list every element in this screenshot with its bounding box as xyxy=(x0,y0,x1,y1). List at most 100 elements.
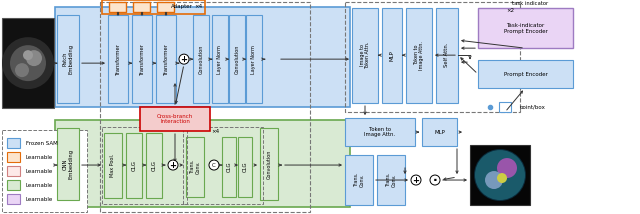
Circle shape xyxy=(485,171,503,189)
Text: Layer Norm: Layer Norm xyxy=(252,45,257,74)
Text: task indicator: task indicator xyxy=(513,1,548,6)
Bar xyxy=(377,155,405,205)
Text: Cross-branch
Interaction: Cross-branch Interaction xyxy=(157,114,193,125)
Circle shape xyxy=(475,150,525,200)
Text: Adapter: Adapter xyxy=(171,4,193,9)
Text: MLP: MLP xyxy=(434,129,445,135)
Bar xyxy=(499,102,511,112)
Text: ·: · xyxy=(433,174,437,187)
Circle shape xyxy=(168,160,178,170)
Text: Self Attn.: Self Attn. xyxy=(445,43,449,67)
Text: Task-indicator
Prompt Encoder: Task-indicator Prompt Encoder xyxy=(504,23,547,34)
Bar xyxy=(146,133,162,198)
Bar xyxy=(7,180,20,190)
Text: Frozen SAM: Frozen SAM xyxy=(26,141,58,146)
Text: Transformer: Transformer xyxy=(115,43,120,75)
Bar xyxy=(157,2,174,12)
Text: point/box: point/box xyxy=(520,105,546,110)
Bar xyxy=(436,8,458,103)
Circle shape xyxy=(474,149,526,201)
Bar xyxy=(133,2,150,12)
Text: Image to
Token Attn.: Image to Token Attn. xyxy=(360,42,371,69)
Bar xyxy=(183,127,263,204)
Bar xyxy=(193,15,209,103)
Text: Learnable: Learnable xyxy=(26,155,53,160)
Text: +: + xyxy=(170,160,177,169)
Circle shape xyxy=(497,173,507,183)
Bar xyxy=(108,15,128,103)
Bar xyxy=(238,137,252,197)
Text: ×2: ×2 xyxy=(506,8,514,13)
Circle shape xyxy=(209,160,219,170)
Text: Token to
Image Attn.: Token to Image Attn. xyxy=(365,127,396,137)
Text: Prompt Encoder: Prompt Encoder xyxy=(504,72,547,77)
Bar xyxy=(55,7,350,107)
Bar xyxy=(382,8,402,103)
Circle shape xyxy=(497,158,517,178)
Bar xyxy=(7,138,20,148)
Text: Learnable: Learnable xyxy=(26,183,53,187)
Bar xyxy=(7,152,20,162)
Text: Convolution: Convolution xyxy=(266,149,271,179)
Text: Trans.
Conv.: Trans. Conv. xyxy=(385,173,396,187)
Bar xyxy=(345,118,415,146)
Text: MLP: MLP xyxy=(390,50,394,61)
Bar xyxy=(140,107,210,131)
Bar xyxy=(55,120,350,207)
Bar xyxy=(406,8,432,103)
Circle shape xyxy=(26,50,42,66)
Text: C: C xyxy=(212,163,216,168)
Bar xyxy=(212,15,228,103)
Bar xyxy=(422,118,457,146)
Text: CLG: CLG xyxy=(152,160,157,171)
Text: Trans.
Conv.: Trans. Conv. xyxy=(354,173,364,187)
Text: CLG: CLG xyxy=(131,160,136,171)
Text: CNN
Embedding: CNN Embedding xyxy=(63,149,74,179)
Bar xyxy=(246,15,262,103)
Text: Patch
Embedding: Patch Embedding xyxy=(63,44,74,74)
Text: ×4: ×4 xyxy=(194,4,202,9)
Bar xyxy=(57,128,79,200)
Bar xyxy=(7,166,20,176)
Bar xyxy=(102,0,205,14)
Bar xyxy=(132,15,152,103)
Bar xyxy=(126,133,142,198)
Bar xyxy=(260,128,278,200)
Circle shape xyxy=(10,45,46,81)
Bar xyxy=(2,18,54,108)
Text: Learnable: Learnable xyxy=(26,169,53,174)
Text: Max Pool.: Max Pool. xyxy=(111,154,115,177)
Bar xyxy=(229,15,245,103)
Bar xyxy=(478,8,573,48)
Circle shape xyxy=(411,175,421,185)
Circle shape xyxy=(179,54,189,64)
Text: Convolution: Convolution xyxy=(198,45,204,74)
Circle shape xyxy=(430,175,440,185)
Text: CLG: CLG xyxy=(243,162,248,172)
Text: +: + xyxy=(180,55,188,64)
Bar xyxy=(222,137,236,197)
Bar xyxy=(345,155,373,205)
Bar xyxy=(104,133,122,198)
Bar xyxy=(100,2,310,212)
Bar xyxy=(7,194,20,204)
Bar xyxy=(57,15,79,103)
Text: +: + xyxy=(413,175,419,184)
Text: Layer Norm: Layer Norm xyxy=(218,45,223,74)
Bar xyxy=(478,60,573,88)
Text: Learnable: Learnable xyxy=(26,196,53,202)
Text: Transformer: Transformer xyxy=(140,43,145,75)
Circle shape xyxy=(23,50,33,60)
Bar xyxy=(2,130,87,212)
Circle shape xyxy=(2,37,54,89)
Circle shape xyxy=(15,63,29,77)
Text: Trans.
Conv.: Trans. Conv. xyxy=(189,160,200,174)
Bar xyxy=(345,2,520,112)
Bar xyxy=(156,15,176,103)
Bar xyxy=(102,127,187,204)
Text: Token to
Image Attn.: Token to Image Attn. xyxy=(413,41,424,70)
Bar xyxy=(352,8,378,103)
Bar xyxy=(470,145,530,205)
Bar xyxy=(186,137,204,197)
Text: Convolution: Convolution xyxy=(234,45,239,74)
